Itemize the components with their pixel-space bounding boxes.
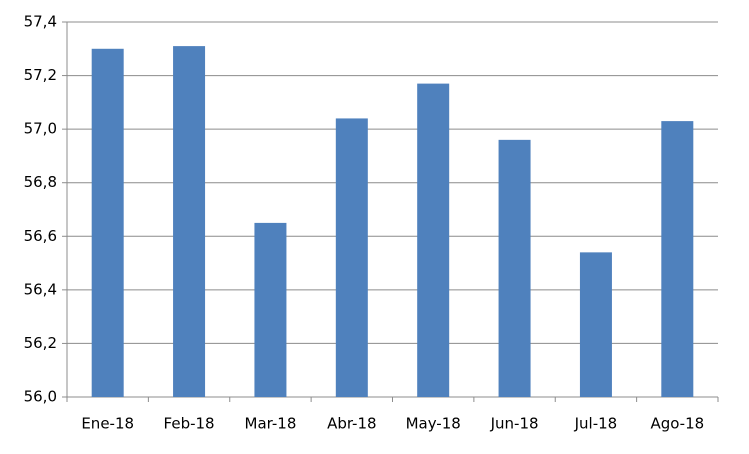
x-tick-label: May-18 (406, 415, 461, 433)
bar (579, 252, 612, 397)
x-tick-label: Jun-18 (490, 415, 539, 433)
y-tick-label: 56,8 (24, 173, 57, 191)
x-tick-label: Ago-18 (650, 415, 704, 433)
y-tick-label: 56,0 (24, 388, 57, 406)
bar (498, 139, 531, 397)
x-tick-label: Feb-18 (164, 415, 215, 433)
x-tick-label: Mar-18 (245, 415, 297, 433)
y-tick-label: 57,0 (24, 120, 57, 138)
bar (417, 83, 450, 397)
bar (173, 46, 206, 397)
x-tick-label: Abr-18 (327, 415, 377, 433)
y-tick-label: 56,2 (24, 334, 57, 352)
y-tick-label: 57,2 (24, 66, 57, 84)
bar (335, 118, 368, 397)
bar (661, 121, 694, 397)
bar (91, 48, 124, 398)
y-tick-label: 57,4 (24, 13, 57, 31)
x-tick-label: Jul-18 (574, 415, 618, 433)
y-tick-label: 56,4 (24, 280, 57, 298)
bar (254, 222, 287, 397)
x-tick-label: Ene-18 (81, 415, 134, 433)
y-tick-label: 56,6 (24, 227, 57, 245)
